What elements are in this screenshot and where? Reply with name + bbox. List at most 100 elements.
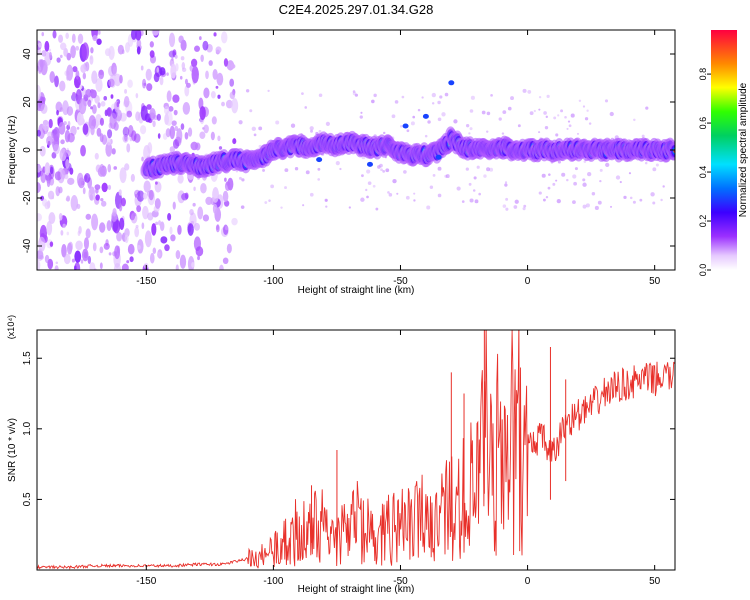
noise-blob [97,30,101,35]
noise-blob [149,41,154,48]
scatter-point [599,179,602,183]
noise-blob [154,198,161,209]
scatter-point [660,198,663,202]
noise-blob [65,158,70,169]
noise-blob [106,140,112,146]
scatter-point [431,92,436,98]
snr-panel: -150 -100 -50 0 50 0.5 1.0 1.5 Height of strai… [6,315,676,595]
scatter-point [582,178,586,182]
scatter-point [504,181,508,184]
scatter-point [335,161,340,166]
noise-blob [40,103,48,114]
noise-blob [97,102,101,109]
noise-blob [76,111,84,126]
scatter-point [280,206,283,209]
noise-blob [47,190,55,200]
noise-blob [142,192,148,200]
snr-x-label: Height of straight line (km) [298,584,415,595]
scatter-point [427,120,431,124]
scatter-point [567,120,571,123]
noise-blob [170,63,177,79]
noise-blob [94,184,101,191]
scatter-point [382,169,386,173]
scatter-point [483,174,487,178]
noise-blob [37,84,42,101]
scatter-point [513,205,518,209]
scatter-point [588,122,592,125]
scatter-point [501,132,505,135]
noise-blob [231,217,238,226]
scatter-point [641,134,645,138]
colorbar-tick-label: 0.8 [698,68,708,81]
noise-blob [92,242,97,252]
noise-blob [62,100,69,116]
scatter-point [387,191,390,194]
noise-blob [37,164,41,173]
noise-blob [71,258,76,263]
noise-blob [123,95,130,108]
noise-blob [76,126,80,130]
colorbar-tick-label: 0.4 [698,166,708,179]
scatter-point [421,96,424,99]
noise-blob [83,237,90,250]
scatter-point [498,117,502,121]
scatter-point [564,115,567,119]
noise-blob [104,48,111,57]
noise-blob [88,115,97,130]
scatter-point [371,99,375,104]
x-tick-label: -150 [136,576,156,587]
noise-blob [126,260,130,264]
noise-blob [118,203,123,212]
noise-blob [118,189,122,196]
noise-blob [181,62,186,70]
noise-blob [159,221,165,232]
noise-blob [145,68,152,81]
noise-blob [78,98,87,115]
colorbar-tick-label: 0.6 [698,117,708,130]
scatter-point [639,198,643,202]
noise-blob [70,194,79,212]
scatter-point [584,117,589,121]
noise-blob [44,162,51,176]
noise-blob [212,186,219,203]
colorbar: 0.0 0.2 0.4 0.6 0.8 Normalized spectral ampl… [698,30,749,276]
noise-blob [122,134,129,143]
noise-blob [157,133,161,139]
noise-blob [103,242,110,250]
noise-blob [42,198,48,207]
scatter-point [439,95,443,99]
noise-blob [48,118,53,129]
noise-blob [129,256,134,263]
scatter-point [394,100,399,104]
noise-blob [47,131,53,138]
noise-blob [169,125,176,140]
noise-blob [190,141,198,151]
noise-blob [41,32,45,37]
noise-blob [226,243,232,254]
spectrogram-y-axis: -40 -20 0 20 40 [22,48,675,253]
noise-blob [49,71,56,84]
noise-blob [94,152,99,160]
noise-blob [178,35,184,44]
scatter-point [597,200,602,205]
noise-blob [157,251,161,258]
scatter-point [652,167,657,172]
scatter-point [623,195,627,200]
scatter-point [609,111,614,117]
noise-blob [127,79,133,88]
noise-blob [125,42,130,53]
scatter-point [410,121,415,126]
noise-blob [121,263,129,270]
scatter-point [267,89,270,93]
noise-blob [113,263,121,270]
noise-blob [89,54,94,65]
noise-blob [143,145,151,161]
noise-blob [135,93,139,99]
noise-blob [199,36,202,41]
scatter-point [510,96,514,101]
noise-blob [82,72,87,80]
scatter-point [317,178,321,181]
noise-blob [141,156,144,162]
scatter-point [318,93,323,98]
